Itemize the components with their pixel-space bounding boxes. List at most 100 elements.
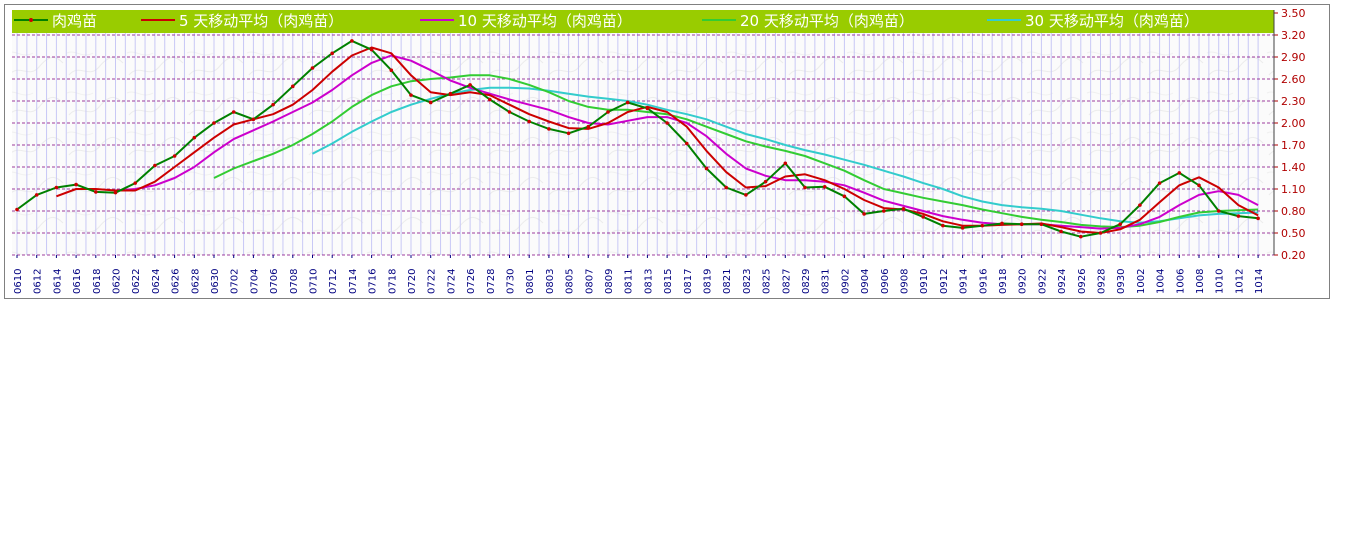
vertical-gridlines <box>16 15 1259 255</box>
x-tick-label: 0801 <box>525 269 536 294</box>
legend-label: 20 天移动平均（肉鸡苗） <box>740 12 914 30</box>
data-point <box>271 102 275 107</box>
data-point <box>428 100 433 105</box>
x-tick-label: 0702 <box>230 269 241 294</box>
y-tick-label: 1.40 <box>1281 161 1306 174</box>
series-line <box>115 54 1259 230</box>
x-tick-label: 0704 <box>249 269 260 294</box>
legend-label: 10 天移动平均（肉鸡苗） <box>458 12 632 30</box>
x-tick-label: 0815 <box>663 269 674 294</box>
data-point <box>527 119 531 124</box>
series-line <box>213 74 1259 229</box>
data-point <box>842 194 847 199</box>
data-point <box>54 185 59 190</box>
y-tick-label: 0.20 <box>1281 249 1306 262</box>
chart-frame: 肉鸡苗 5 天移动平均（肉鸡苗） 10 天移动平均（肉鸡苗） 20 天移动平均（肉鸡苗… <box>4 4 1330 299</box>
x-tick-label: 0813 <box>643 269 654 294</box>
data-point <box>822 185 827 189</box>
x-tick-label: 0906 <box>880 269 891 294</box>
x-tick-label: 0831 <box>821 269 832 294</box>
x-tick-label: 0821 <box>722 269 733 294</box>
x-tick-label: 0718 <box>387 269 398 294</box>
legend-background <box>12 10 1274 33</box>
data-point <box>1039 222 1044 226</box>
x-tick-label: 1008 <box>1195 269 1206 294</box>
chart-canvas: 肉鸡苗 5 天移动平均（肉鸡苗） 10 天移动平均（肉鸡苗） 20 天移动平均（肉鸡苗… <box>12 7 1306 294</box>
x-tick-label: 0904 <box>860 269 871 294</box>
y-tick-label: 2.00 <box>1281 117 1306 130</box>
data-point <box>980 223 985 228</box>
data-point <box>310 66 315 70</box>
x-tick-label: 0618 <box>92 269 103 294</box>
legend-label: 5 天移动平均（肉鸡苗） <box>179 12 343 30</box>
x-tick-label: 0916 <box>978 269 989 294</box>
legend-label: 30 天移动平均（肉鸡苗） <box>1025 12 1199 30</box>
data-point <box>330 51 335 56</box>
y-tick-label: 2.30 <box>1281 95 1306 108</box>
data-point <box>547 127 551 131</box>
y-tick-label: 0.80 <box>1281 205 1306 218</box>
data-point <box>724 185 728 190</box>
x-tick-label: 0628 <box>190 269 201 294</box>
x-tick-label: 0926 <box>1077 269 1088 294</box>
x-tick-label: 0807 <box>584 269 595 294</box>
data-point <box>1098 231 1103 235</box>
x-tick-label: 0928 <box>1097 269 1108 294</box>
data-point <box>94 190 98 194</box>
y-tick-label: 2.60 <box>1281 73 1306 86</box>
x-tick-label: 0922 <box>1037 269 1048 294</box>
x-tick-label: 0722 <box>427 269 438 294</box>
data-point <box>882 209 886 213</box>
data-point <box>941 223 945 228</box>
data-point <box>192 135 197 140</box>
data-point <box>1197 183 1201 188</box>
data-point <box>763 179 768 184</box>
data-point <box>586 124 591 129</box>
y-tick-label: 3.20 <box>1281 29 1306 42</box>
y-tick-label: 2.90 <box>1281 51 1306 64</box>
x-tick-label: 0910 <box>919 269 930 294</box>
x-tick-label: 0902 <box>840 269 851 294</box>
data-point <box>350 39 354 43</box>
x-tick-label: 0630 <box>210 269 221 294</box>
x-tick-label: 0817 <box>683 269 694 294</box>
x-tick-label: 1004 <box>1156 269 1167 294</box>
x-tick-label: 0724 <box>446 269 457 294</box>
x-tick-label: 0706 <box>269 269 280 294</box>
data-point <box>862 212 866 216</box>
data-point <box>488 97 492 102</box>
x-tick-label: 0803 <box>545 269 556 294</box>
series-layer <box>15 39 1260 239</box>
data-point <box>231 110 236 114</box>
x-tick-label: 0924 <box>1057 269 1068 294</box>
data-point <box>704 166 709 171</box>
data-point <box>291 84 295 89</box>
x-tick-label: 0720 <box>407 269 418 294</box>
data-point <box>74 182 78 187</box>
x-tick-label: 0624 <box>151 269 162 294</box>
x-tick-label: 0728 <box>486 269 497 294</box>
x-tick-label: 0829 <box>801 269 812 294</box>
data-point <box>1079 234 1083 239</box>
data-point <box>468 83 472 87</box>
data-point <box>1019 222 1024 226</box>
data-point <box>34 193 39 197</box>
data-point <box>1138 203 1142 207</box>
x-tick-label: 0620 <box>112 269 123 294</box>
data-point <box>566 131 571 136</box>
x-tick-label: 0622 <box>131 269 142 294</box>
x-tick-label: 0914 <box>959 269 970 294</box>
x-tick-label: 0714 <box>348 269 359 294</box>
data-point <box>665 121 669 125</box>
data-point <box>251 117 256 122</box>
x-tick-label: 0825 <box>762 269 773 294</box>
x-tick-label: 0610 <box>13 269 24 294</box>
data-point <box>645 106 650 111</box>
y-tick-label: 0.50 <box>1281 227 1306 240</box>
y-tick-label: 1.10 <box>1281 183 1306 196</box>
data-point <box>212 121 216 125</box>
data-point <box>685 141 689 146</box>
x-axis-ticks: 0610 0612 0614 0616 0618 0620 0622 0624 0626 0628… <box>13 255 1265 294</box>
data-point <box>1059 229 1063 234</box>
series-line <box>312 86 1259 224</box>
